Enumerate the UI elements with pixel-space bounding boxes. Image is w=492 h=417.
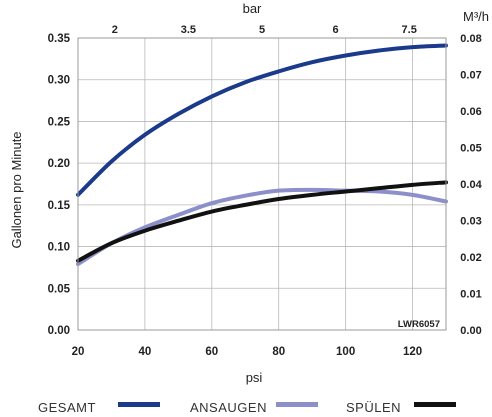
x-tick-label: 20 (72, 346, 85, 358)
tick-labels: 20 40 60 80 100 120 0.00 0.05 0.10 0.15 0.20 0.25 0.… (48, 24, 483, 358)
y-tick-label: 0.00 (48, 325, 70, 337)
right-axis-tick-label: 0.01 (460, 289, 481, 301)
x-tick-label: 80 (272, 346, 285, 358)
right-axis-tick-label: 0.02 (460, 252, 481, 264)
x-tick-label: 100 (336, 346, 355, 358)
top-axis-title: bar (243, 1, 262, 16)
right-axis-tick-label: 0.05 (460, 143, 481, 155)
legend-swatch-gesamt (118, 402, 160, 407)
model-code-label: LWR6057 (398, 319, 440, 330)
legend-label-spuelen: SPÜLEN (346, 400, 401, 415)
top-axis-tick-label: 2 (112, 24, 118, 36)
top-axis-tick-label: 7.5 (402, 24, 417, 36)
right-axis-tick-label: 0.04 (460, 179, 482, 191)
legend-swatch-spuelen (414, 402, 456, 407)
y-tick-label: 0.10 (48, 242, 70, 254)
series-line-gesamt (76, 43, 448, 197)
top-axis-tick-label: 3.5 (181, 24, 196, 36)
x-tick-label: 40 (139, 346, 152, 358)
y-tick-label: 0.35 (48, 33, 71, 45)
series-line-ansaugen (76, 187, 448, 267)
legend: GESAMT ANSAUGEN SPÜLEN (38, 400, 456, 415)
right-axis-tick-label: 0.03 (460, 216, 481, 228)
x-tick-label: 120 (403, 346, 422, 358)
right-axis-tick-label: 0.08 (460, 33, 481, 45)
x-axis-title: psi (246, 370, 263, 385)
y-tick-label: 0.20 (48, 158, 70, 170)
legend-swatch-ansaugen (276, 402, 318, 407)
right-axis-title: M³/h (463, 9, 489, 24)
series-line-sp-len (76, 180, 448, 263)
top-axis-tick-label: 5 (259, 24, 265, 36)
top-axis-tick-label: 6 (333, 24, 339, 36)
y-axis-title: Gallonen pro Minute (9, 131, 24, 248)
right-axis-tick-label: 0.06 (460, 106, 481, 118)
right-axis-tick-label: 0.07 (460, 70, 481, 82)
legend-label-ansaugen: ANSAUGEN (190, 400, 267, 415)
x-tick-label: 60 (205, 346, 218, 358)
y-tick-label: 0.25 (48, 116, 71, 128)
y-tick-label: 0.05 (48, 283, 71, 295)
right-axis-tick-label: 0.00 (460, 325, 481, 337)
grid-lines (77, 37, 446, 331)
y-tick-label: 0.30 (48, 75, 70, 87)
plot-frame (77, 37, 447, 331)
y-tick-label: 0.15 (48, 200, 71, 212)
data-series (76, 43, 448, 267)
legend-label-gesamt: GESAMT (38, 400, 96, 415)
